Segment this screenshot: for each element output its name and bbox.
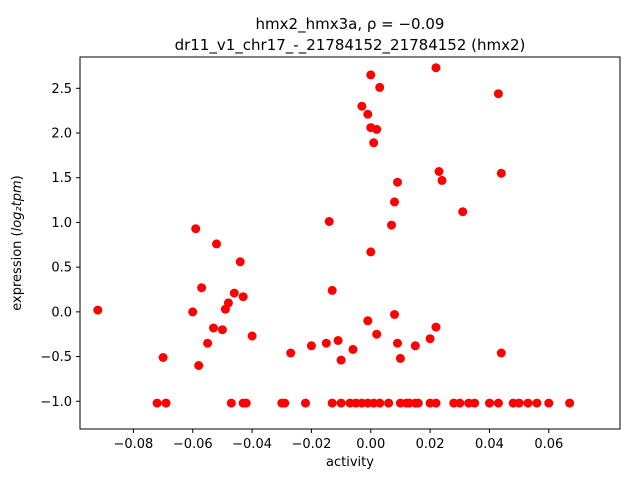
data-point (363, 109, 373, 119)
data-point (280, 398, 290, 408)
x-axis-ticks: −0.08 −0.06 −0.04 −0.02 0.00 0.02 0.04 0.06 (113, 429, 563, 452)
data-point (229, 288, 239, 298)
chart-title-line1: hmx2_hmx3a, ρ = −0.09 (256, 15, 445, 34)
data-point (393, 338, 402, 348)
y-axis-label-suffix: ) (10, 175, 25, 180)
data-point (152, 398, 162, 408)
y-axis-label-math: log₂tpm (10, 180, 25, 231)
data-point (493, 89, 503, 99)
data-point (336, 355, 346, 365)
data-point (369, 138, 379, 148)
data-point (217, 325, 227, 335)
data-point (247, 331, 257, 341)
x-tick-label: −0.04 (232, 437, 272, 452)
data-point (336, 398, 346, 408)
data-point (372, 124, 382, 134)
data-point (209, 323, 218, 333)
data-point (238, 292, 248, 302)
data-point (306, 341, 316, 351)
y-tick-label: −0.5 (40, 350, 72, 365)
data-point (431, 398, 441, 408)
data-point (158, 353, 168, 362)
data-point (188, 307, 198, 317)
data-points-layer (93, 63, 575, 408)
y-tick-label: 0.0 (51, 305, 72, 320)
data-point (532, 398, 542, 408)
data-point (384, 398, 394, 408)
y-tick-label: 2.5 (51, 82, 72, 97)
data-point (363, 316, 373, 326)
data-point (395, 353, 405, 363)
data-point (437, 175, 447, 185)
data-point (161, 398, 171, 408)
x-tick-label: −0.02 (292, 437, 332, 452)
x-tick-label: 0.00 (356, 437, 385, 452)
data-point (372, 329, 382, 339)
x-tick-label: 0.04 (475, 437, 504, 452)
data-point (197, 283, 207, 293)
data-point (390, 310, 399, 319)
data-point (286, 348, 296, 358)
data-point (493, 398, 503, 408)
data-point (523, 398, 533, 408)
data-point (93, 305, 103, 315)
y-tick-label: 1.5 (51, 171, 72, 186)
data-point (191, 224, 201, 234)
data-point (410, 341, 420, 351)
data-point (393, 177, 402, 187)
data-point (431, 63, 441, 73)
x-tick-label: 0.02 (416, 437, 445, 452)
data-point (333, 336, 343, 345)
data-point (425, 334, 435, 344)
data-point (496, 348, 506, 358)
data-point (458, 207, 468, 217)
data-point (470, 398, 480, 408)
y-axis-label: expression (log₂tpm) (10, 175, 25, 310)
data-point (223, 298, 233, 308)
x-tick-label: 0.06 (534, 437, 563, 452)
data-point (514, 398, 524, 408)
chart-title-line2: dr11_v1_chr17_-_21784152_21784152 (hmx2) (175, 36, 526, 55)
data-point (203, 338, 213, 348)
data-point (321, 338, 331, 348)
data-point (413, 398, 423, 408)
data-point (366, 247, 376, 257)
data-point (301, 398, 310, 408)
data-point (235, 257, 245, 267)
y-axis-label-prefix: expression ( (10, 231, 25, 310)
y-tick-label: 2.0 (51, 127, 72, 142)
data-point (387, 220, 396, 230)
data-point (348, 344, 358, 354)
data-point (327, 285, 337, 295)
data-point (375, 398, 385, 408)
data-point (357, 101, 367, 111)
data-point (434, 167, 444, 176)
data-point (485, 398, 494, 408)
y-tick-label: 1.0 (51, 216, 72, 231)
data-point (455, 398, 465, 408)
data-point (390, 197, 399, 207)
data-point (496, 168, 506, 178)
x-tick-label: −0.08 (113, 437, 153, 452)
data-point (212, 239, 221, 249)
y-axis-ticks: −1.0 −0.5 0.0 0.5 1.0 1.5 2.0 2.5 (40, 82, 80, 410)
data-point (375, 82, 385, 92)
data-point (327, 398, 337, 408)
y-tick-label: 0.5 (51, 261, 72, 276)
y-tick-label: −1.0 (40, 395, 72, 410)
data-point (565, 398, 575, 408)
data-point (431, 322, 441, 332)
plot-border (79, 56, 621, 430)
data-point (194, 361, 204, 370)
data-point (241, 398, 251, 408)
x-tick-label: −0.06 (173, 437, 213, 452)
data-point (366, 70, 376, 80)
data-point (544, 398, 554, 408)
data-point (324, 217, 334, 226)
x-axis-label: activity (326, 455, 374, 470)
data-point (226, 398, 236, 408)
